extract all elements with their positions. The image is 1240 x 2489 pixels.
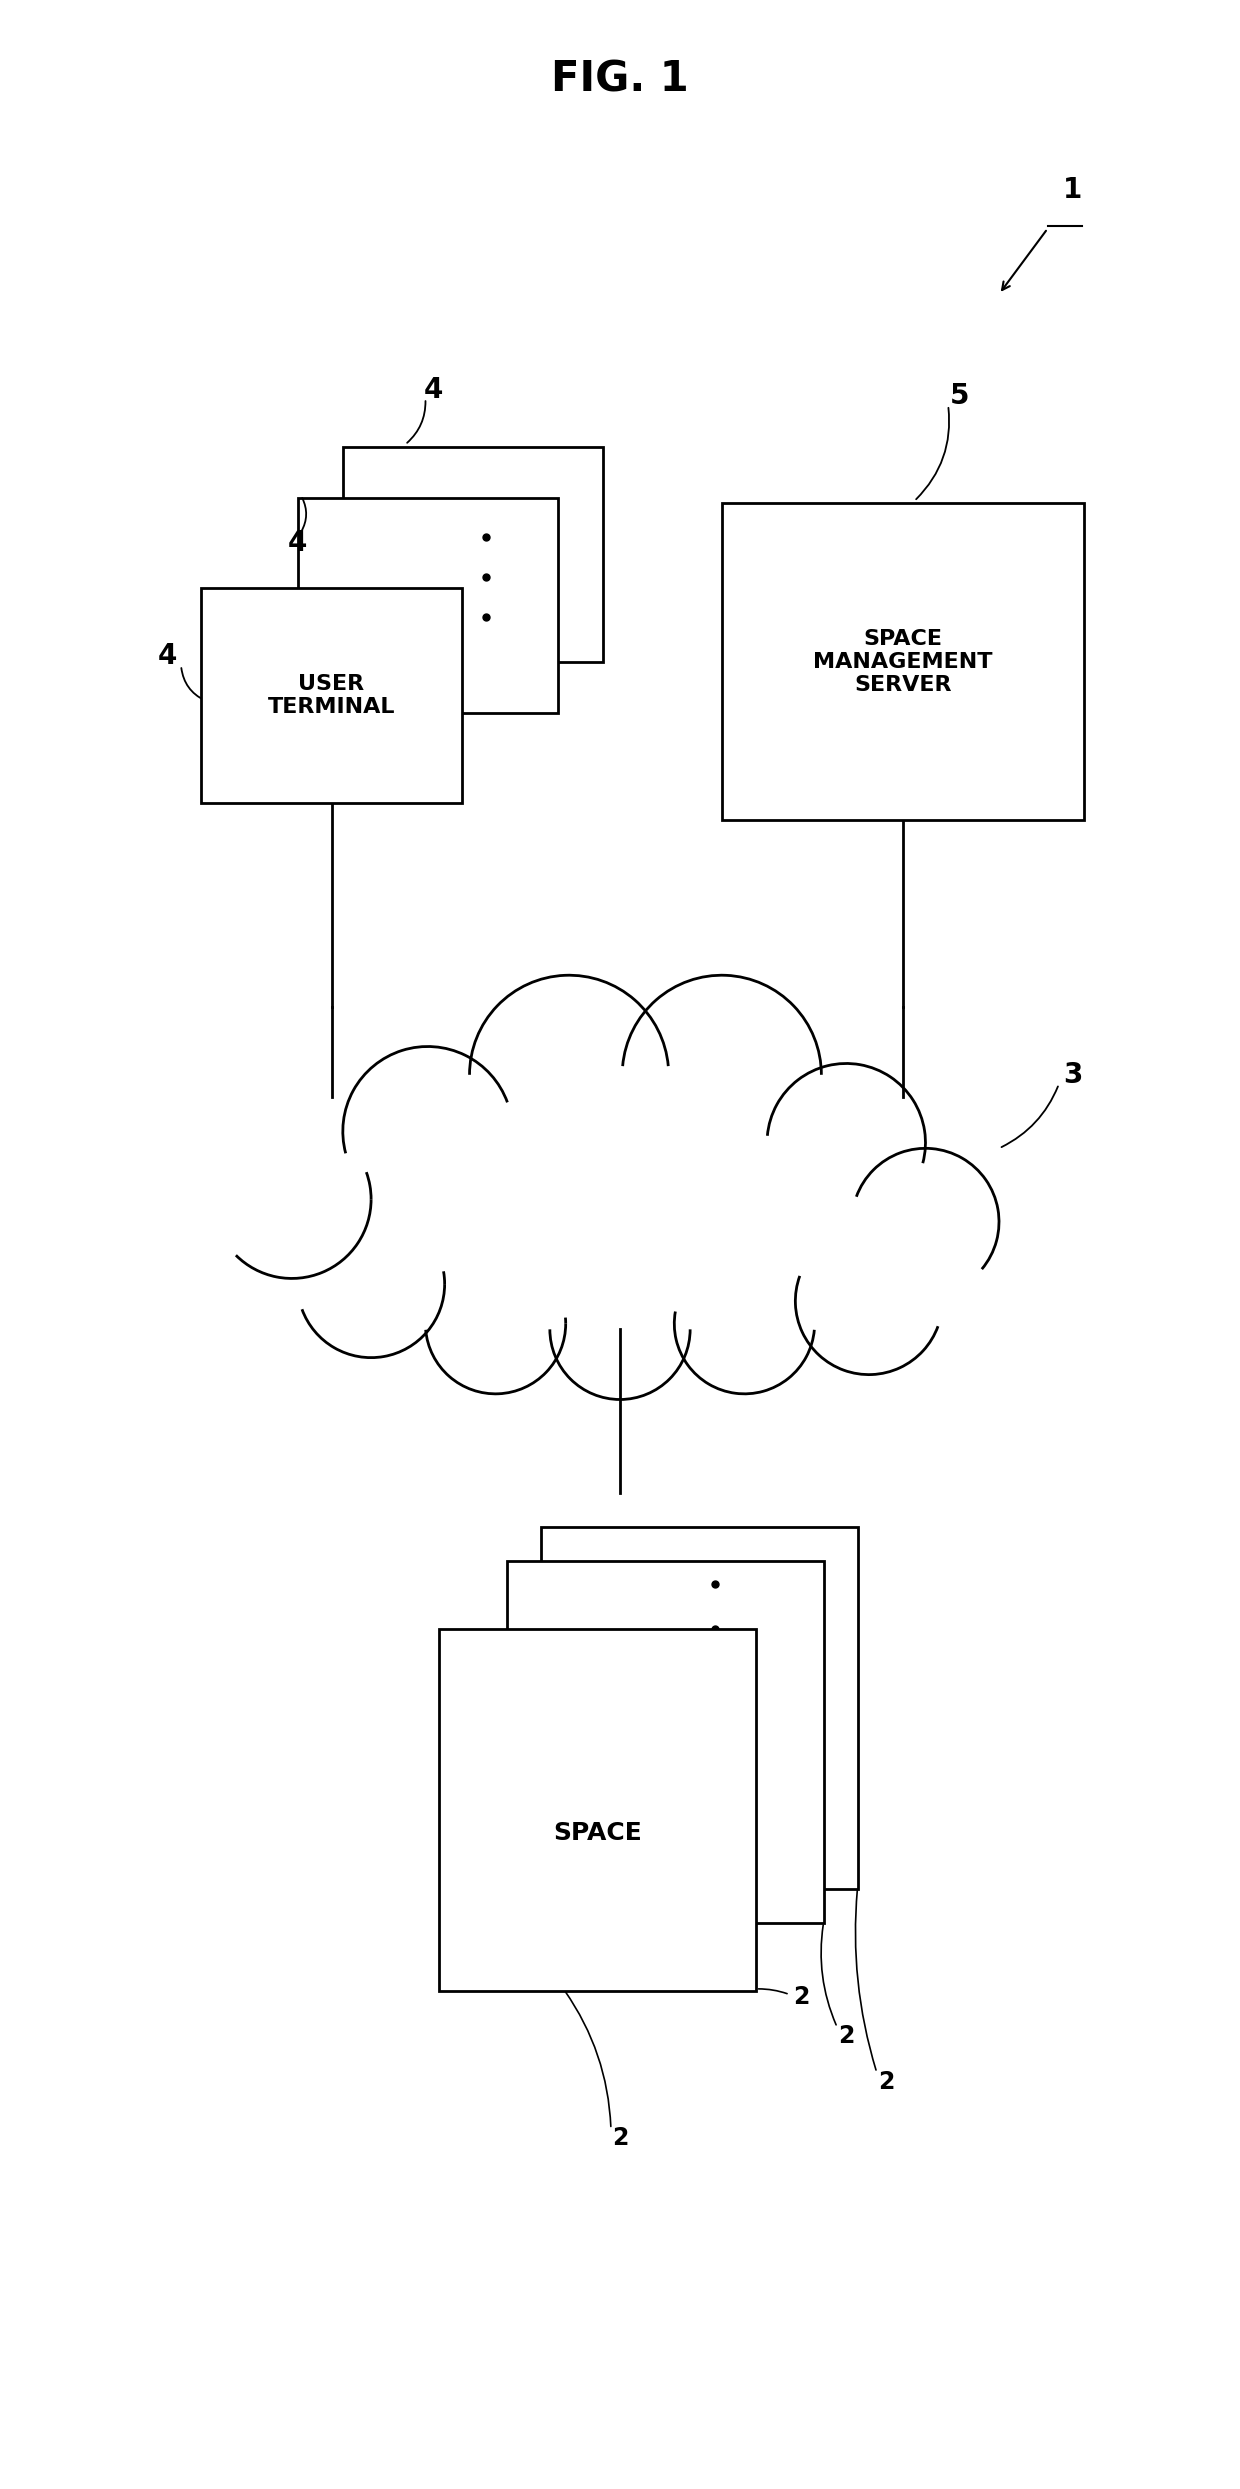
Text: 4: 4 [157, 642, 177, 670]
Circle shape [548, 1257, 692, 1401]
Circle shape [849, 1145, 1001, 1297]
Circle shape [211, 1118, 373, 1282]
Circle shape [620, 973, 823, 1177]
Text: SPACE
MANAGEMENT
SERVER: SPACE MANAGEMENT SERVER [813, 630, 992, 694]
Text: 2: 2 [792, 1984, 810, 2009]
Bar [342, 448, 603, 662]
Text: 4: 4 [424, 376, 443, 403]
Circle shape [341, 1045, 515, 1220]
Circle shape [295, 1207, 446, 1359]
Text: SPACE: SPACE [553, 1822, 642, 1844]
Text: 4: 4 [288, 530, 308, 558]
Text: USER
TERMINAL: USER TERMINAL [268, 675, 396, 717]
Text: 2: 2 [878, 2071, 894, 2093]
Circle shape [472, 1040, 768, 1334]
Circle shape [794, 1225, 945, 1376]
Text: 3: 3 [1063, 1060, 1083, 1088]
Text: 2: 2 [611, 2126, 629, 2150]
Circle shape [467, 973, 671, 1177]
Text: 5: 5 [950, 381, 970, 411]
Bar [201, 587, 461, 804]
Text: 1: 1 [1063, 177, 1083, 204]
Bar [541, 1528, 858, 1889]
Bar [722, 503, 1084, 821]
Circle shape [672, 1252, 817, 1396]
Circle shape [765, 1060, 928, 1225]
Text: FIG. 1: FIG. 1 [551, 57, 689, 100]
Circle shape [423, 1252, 568, 1396]
Bar [507, 1561, 823, 1924]
Bar [298, 498, 558, 712]
Text: 2: 2 [838, 2024, 854, 2048]
Bar [439, 1630, 755, 1991]
